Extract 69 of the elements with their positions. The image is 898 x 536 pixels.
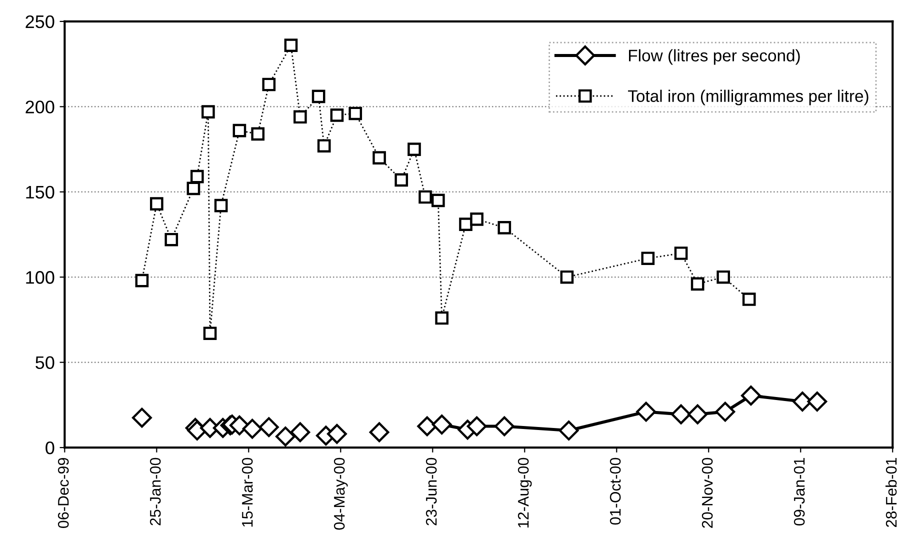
y-tick-label: 200 — [26, 100, 54, 114]
point — [807, 392, 828, 412]
point — [432, 414, 452, 434]
legend-label: Flow (litres per second) — [629, 49, 800, 65]
y-tick-label: 150 — [26, 186, 54, 199]
point — [190, 170, 204, 184]
point — [408, 142, 421, 156]
point — [740, 386, 761, 406]
point — [230, 415, 250, 436]
point — [459, 218, 472, 231]
point — [636, 402, 656, 422]
point — [132, 408, 152, 428]
x-tick-label: 01-Oct-00 — [610, 458, 621, 525]
point — [327, 424, 347, 444]
point — [262, 78, 276, 92]
y-tick-label: 50 — [36, 356, 54, 370]
point — [186, 182, 200, 196]
point — [294, 110, 307, 124]
point — [394, 173, 408, 187]
point — [214, 198, 228, 212]
x-tick-label: 06-Dec-99 — [58, 458, 69, 528]
point — [470, 212, 484, 226]
point — [202, 105, 215, 118]
y-tick-label: 0 — [46, 441, 54, 454]
point — [369, 422, 390, 442]
point — [290, 422, 310, 442]
point — [498, 221, 512, 234]
point — [688, 404, 708, 424]
point — [203, 326, 217, 340]
point — [494, 416, 514, 436]
point — [284, 38, 298, 52]
point — [312, 90, 326, 104]
point — [674, 246, 688, 260]
x-tick-label: 09-Jan-01 — [794, 458, 805, 526]
x-tick-label: 20-Nov-00 — [702, 458, 713, 528]
point — [232, 124, 246, 138]
point — [372, 151, 386, 164]
x-tick-label: 25-Jan-00 — [150, 458, 161, 526]
x-tick-label: 15-Mar-00 — [242, 458, 253, 527]
point — [418, 190, 432, 204]
y-tick-label: 100 — [26, 271, 54, 284]
point — [715, 402, 736, 422]
point — [690, 277, 704, 291]
x-tick-label: 23-Jun-00 — [426, 458, 437, 526]
legend-label: Total iron (milligrammes per litre) — [628, 90, 868, 106]
point — [716, 270, 730, 284]
point — [417, 416, 438, 436]
point — [258, 417, 279, 438]
point — [431, 194, 445, 208]
point — [742, 292, 756, 306]
point — [435, 311, 448, 325]
point — [330, 108, 344, 122]
point — [558, 420, 579, 440]
point — [275, 426, 296, 446]
x-tick-label: 12-Aug-00 — [518, 458, 532, 528]
y-tick-label: 250 — [26, 15, 54, 28]
point — [251, 127, 265, 141]
point — [466, 416, 487, 436]
point — [348, 106, 362, 120]
point — [641, 252, 655, 266]
point — [671, 404, 691, 424]
point — [560, 270, 574, 284]
x-tick-label: 28-Feb-01 — [885, 458, 897, 527]
point — [317, 139, 331, 153]
x-tick-label: 04-May-00 — [334, 458, 348, 530]
point — [150, 197, 164, 210]
point — [164, 232, 178, 246]
point — [242, 418, 262, 439]
point — [135, 274, 149, 288]
